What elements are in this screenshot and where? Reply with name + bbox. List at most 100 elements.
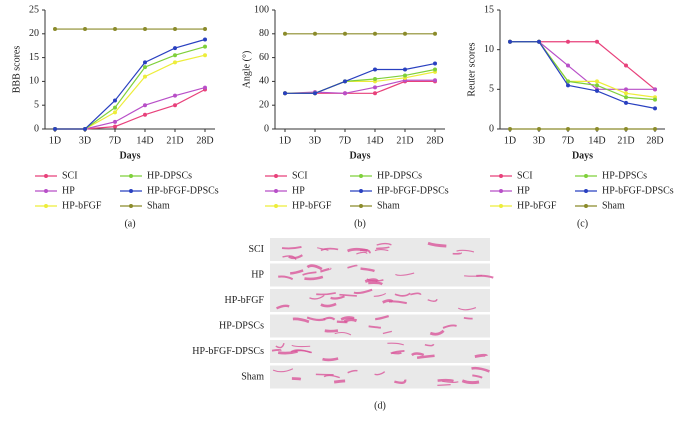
data-point bbox=[173, 53, 177, 58]
footprint-mark bbox=[382, 330, 393, 335]
legend-label: SCI bbox=[292, 170, 308, 181]
footprint-mark bbox=[390, 349, 405, 355]
series-line bbox=[55, 46, 206, 130]
series-line bbox=[285, 80, 435, 94]
data-point bbox=[595, 79, 599, 84]
y-tick-label: 0 bbox=[34, 123, 39, 134]
data-point bbox=[113, 105, 117, 110]
footprint-mark bbox=[278, 275, 294, 281]
legend-label: HP-bFGF-DPSCs bbox=[377, 185, 449, 196]
legend-marker bbox=[584, 189, 588, 193]
footprint-mark bbox=[302, 271, 317, 276]
data-point bbox=[373, 77, 377, 82]
data-point bbox=[566, 79, 570, 84]
footprint-mark bbox=[281, 246, 302, 250]
footprint-mark bbox=[441, 380, 459, 383]
footprint-mark bbox=[461, 379, 480, 385]
y-tick-label: 100 bbox=[254, 4, 269, 15]
data-point bbox=[566, 39, 570, 44]
data-point bbox=[313, 31, 317, 36]
data-point bbox=[53, 27, 57, 32]
footprint-mark bbox=[368, 281, 383, 286]
data-point bbox=[508, 127, 512, 131]
data-point bbox=[173, 93, 177, 98]
legend-label: HP bbox=[62, 185, 75, 196]
panel-label: (a) bbox=[124, 218, 135, 229]
footprint-mark bbox=[456, 249, 475, 253]
data-point bbox=[537, 39, 541, 44]
series-line bbox=[510, 41, 655, 90]
x-tick-label: 7D bbox=[339, 135, 351, 146]
footprint-image bbox=[270, 340, 490, 363]
data-point bbox=[566, 63, 570, 68]
data-point bbox=[373, 67, 377, 72]
data-point bbox=[373, 31, 377, 36]
footprint-mark bbox=[290, 269, 304, 275]
data-point bbox=[653, 87, 657, 92]
footprint-mark bbox=[347, 264, 358, 269]
data-point bbox=[53, 127, 57, 131]
footprint-mark bbox=[429, 329, 445, 336]
data-point bbox=[143, 74, 147, 79]
data-point bbox=[283, 91, 287, 96]
data-point bbox=[143, 65, 147, 70]
footprint-mark bbox=[442, 324, 457, 329]
footprint-mark bbox=[472, 374, 483, 379]
footprint-mark bbox=[320, 302, 337, 308]
series-line bbox=[510, 41, 656, 101]
footprint-row-label: HP-DPSCs bbox=[219, 320, 264, 331]
legend-marker bbox=[44, 189, 48, 193]
y-tick-label: 10 bbox=[484, 44, 494, 55]
legend-label: HP bbox=[292, 185, 305, 196]
footprint-row-label: HP-bFGF-DPSCs bbox=[192, 346, 264, 357]
data-point bbox=[508, 39, 512, 44]
series-line bbox=[285, 62, 436, 94]
footprint-mark bbox=[437, 383, 451, 386]
x-tick-label: 3D bbox=[533, 135, 545, 146]
y-tick-label: 15 bbox=[484, 4, 494, 15]
footprint-mark bbox=[306, 264, 323, 271]
legend-label: HP-bFGF bbox=[62, 200, 102, 211]
footprint-mark bbox=[394, 379, 407, 384]
legend-marker bbox=[359, 189, 363, 193]
footprint-mark bbox=[309, 294, 325, 300]
y-axis-label: BBB scores bbox=[11, 46, 22, 94]
footprint-mark bbox=[333, 379, 346, 384]
legend-label: HP-bFGF-DPSCs bbox=[602, 185, 674, 196]
footprint-mark bbox=[340, 316, 355, 321]
footprint-mark bbox=[347, 247, 368, 253]
y-tick-label: 15 bbox=[29, 52, 39, 63]
y-axis-label: Reuter scores bbox=[466, 42, 477, 96]
legend-marker bbox=[584, 204, 588, 208]
data-point bbox=[203, 85, 207, 90]
data-point bbox=[595, 127, 599, 131]
x-tick-label: 3D bbox=[79, 135, 91, 146]
data-point bbox=[173, 103, 177, 108]
data-point bbox=[624, 87, 628, 92]
footprint-mark bbox=[387, 342, 404, 346]
x-tick-label: 7D bbox=[109, 135, 121, 146]
legend-marker bbox=[359, 204, 363, 208]
legend-label: HP-DPSCs bbox=[602, 170, 647, 181]
data-point bbox=[653, 97, 657, 102]
footprint-mark bbox=[375, 315, 390, 321]
footprint-mark bbox=[427, 241, 447, 248]
x-tick-label: 1D bbox=[49, 135, 61, 146]
data-point bbox=[143, 112, 147, 117]
x-tick-label: 21D bbox=[617, 135, 634, 146]
y-tick-label: 60 bbox=[259, 52, 269, 63]
data-point bbox=[343, 79, 347, 84]
footprint-mark bbox=[324, 329, 339, 333]
legend-label: HP-DPSCs bbox=[147, 170, 192, 181]
series-line bbox=[55, 38, 206, 130]
data-point bbox=[566, 83, 570, 88]
footprint-row-label: HP-bFGF bbox=[225, 295, 265, 306]
legend-marker bbox=[274, 204, 278, 208]
data-point bbox=[143, 27, 147, 32]
footprint-image bbox=[270, 365, 490, 389]
data-point bbox=[624, 100, 628, 105]
y-tick-label: 5 bbox=[34, 99, 39, 110]
footprint-mark bbox=[374, 248, 389, 252]
footprint-row-label: SCI bbox=[248, 244, 264, 255]
y-tick-label: 25 bbox=[29, 4, 39, 15]
